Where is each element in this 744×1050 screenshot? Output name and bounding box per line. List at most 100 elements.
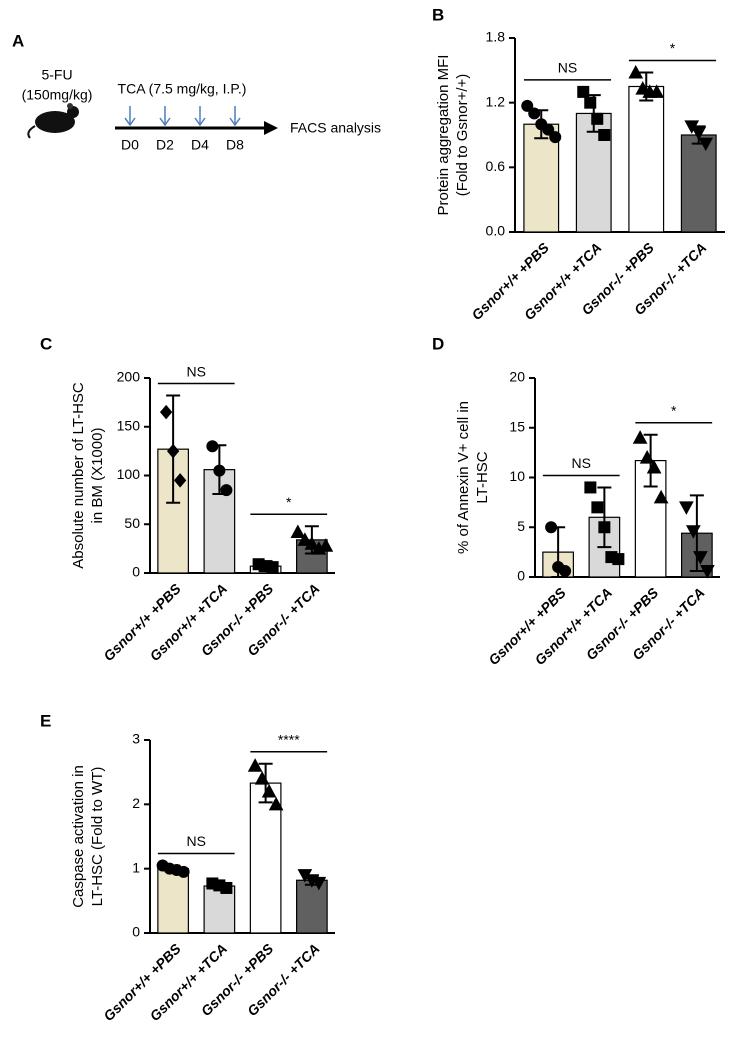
significance-label: **** [278, 732, 300, 748]
data-point [632, 430, 648, 444]
y-tick-label: 0 [132, 564, 140, 580]
bar [296, 879, 328, 934]
data-point [653, 489, 669, 504]
data-point [577, 85, 590, 98]
x-tick-label: Gsnor+/+ +PBS [100, 580, 184, 664]
day-label: D2 [156, 137, 174, 153]
readout: FACS analysis [290, 120, 381, 136]
y-axis-label: LT-HSC [474, 451, 491, 503]
data-point [311, 876, 327, 891]
data-point [691, 126, 707, 141]
data-point [584, 96, 597, 109]
y-tick-label: 15 [509, 418, 525, 434]
data-point [247, 758, 263, 772]
y-tick-label: 200 [117, 369, 141, 385]
data-point [266, 561, 279, 574]
data-point [700, 565, 715, 579]
y-tick-label: 5 [517, 518, 525, 534]
y-axis-label: LT-HSC (Fold to WT) [89, 767, 106, 907]
y-tick-label: 0.6 [486, 158, 506, 174]
data-point [639, 450, 655, 464]
x-tick-label: Gsnor+/+ +PBS [100, 940, 184, 1024]
data-point [290, 524, 306, 539]
data-point [679, 501, 694, 515]
data-point [521, 99, 534, 112]
data-point [297, 532, 313, 546]
data-point [268, 796, 284, 811]
y-tick-label: 1.2 [486, 93, 506, 109]
data-point [584, 481, 597, 494]
significance-label: NS [187, 363, 206, 379]
y-tick-label: 150 [117, 417, 141, 433]
panel-label: C [40, 334, 52, 353]
error-bar [689, 494, 704, 573]
data-point [318, 538, 334, 552]
bar [680, 134, 717, 233]
y-tick-label: 100 [117, 466, 141, 482]
data-point [635, 81, 651, 95]
significance-label: * [286, 494, 292, 510]
panel-label: E [40, 711, 51, 730]
y-axis-label: Protein aggregation MFI [435, 55, 452, 216]
data-point [545, 521, 558, 534]
data-point [591, 501, 604, 514]
y-tick-label: 20 [509, 369, 525, 385]
day-label: D0 [121, 137, 139, 153]
significance-label: NS [187, 833, 206, 849]
data-point [698, 137, 714, 152]
mouse-icon [27, 103, 79, 139]
data-point [177, 865, 190, 878]
bar [203, 885, 236, 934]
data-point [254, 771, 270, 785]
data-point [166, 443, 180, 459]
significance-label: * [670, 40, 676, 56]
data-point [612, 553, 625, 566]
significance-label: NS [572, 455, 591, 471]
data-point [591, 112, 604, 125]
data-point [686, 525, 701, 539]
dose-arrowhead [229, 117, 241, 127]
y-axis-label: Absolute number of LT-HSC [70, 382, 87, 569]
dose: (150mg/kg) [22, 87, 93, 103]
y-tick-label: 10 [509, 468, 525, 484]
data-point [649, 84, 665, 98]
y-tick-label: 50 [124, 515, 140, 531]
day-label: D8 [226, 137, 244, 153]
error-bar [597, 486, 612, 549]
treatment: TCA (7.5 mg/kg, I.P.) [118, 81, 247, 97]
data-point [304, 536, 320, 550]
data-point [693, 551, 708, 565]
y-tick-label: 1 [132, 859, 140, 875]
data-point [628, 64, 644, 79]
y-tick-label: 0 [517, 568, 525, 584]
y-axis-label: % of Annexin V+ cell in [455, 401, 472, 554]
data-point [559, 565, 572, 578]
bar [157, 868, 189, 934]
data-point [220, 484, 233, 497]
data-point [646, 460, 662, 474]
data-point [213, 464, 226, 477]
data-point [528, 107, 541, 120]
y-tick-label: 2 [132, 795, 140, 811]
significance-label: * [671, 402, 677, 418]
dose-arrowhead [194, 117, 206, 127]
y-axis-label: in BM (X1000) [89, 428, 106, 524]
data-point [173, 473, 187, 488]
data-point [542, 123, 555, 136]
drug: 5-FU [41, 67, 72, 83]
y-tick-label: 0.0 [486, 223, 506, 239]
data-point [261, 783, 277, 798]
panel-label: A [12, 31, 24, 50]
dose-arrowhead [159, 117, 171, 127]
dose-arrowhead [124, 117, 136, 127]
data-point [549, 131, 562, 144]
significance-label: NS [558, 60, 577, 76]
y-tick-label: 3 [132, 731, 140, 747]
timeline-arrow [264, 121, 278, 135]
bar [628, 85, 665, 233]
panel-label: D [432, 334, 444, 353]
data-point [598, 521, 611, 534]
x-tick-label: Gsnor+/+ +PBS [485, 584, 569, 668]
data-point [598, 129, 611, 141]
